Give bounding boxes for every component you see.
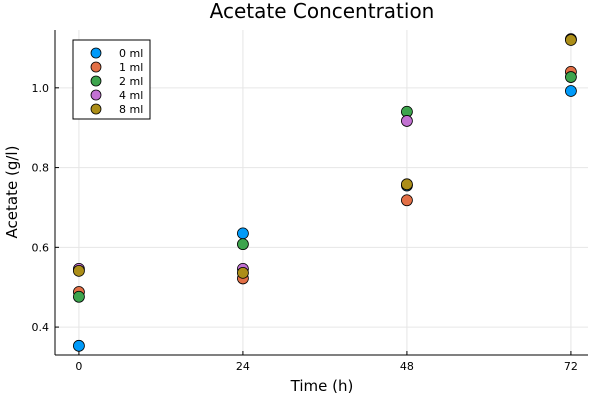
legend: 0 ml1 ml2 ml4 ml8 ml	[72, 39, 151, 120]
data-point	[73, 264, 85, 277]
y-tick-label: 0.6	[32, 241, 50, 254]
x-tick-label: 72	[564, 360, 578, 373]
data-point	[237, 238, 249, 251]
data-points	[73, 33, 577, 352]
legend-label: 4 ml	[119, 89, 143, 102]
legend-marker	[90, 75, 102, 87]
ticks: 0 24 48 72 0.4 0.6 0.8 1.0	[32, 82, 578, 373]
x-tick-label: 0	[75, 360, 82, 373]
y-tick-label: 0.8	[32, 162, 50, 175]
data-point	[401, 194, 413, 207]
x-tick-label: 48	[400, 360, 414, 373]
data-point	[73, 290, 85, 303]
legend-label: 0 ml	[119, 47, 143, 60]
chart-title: Acetate Concentration	[210, 0, 435, 23]
data-point	[565, 85, 577, 97]
legend-marker	[90, 61, 102, 73]
legend-marker	[90, 103, 102, 115]
data-point	[401, 115, 413, 127]
y-axis-label: Acetate (g/l)	[3, 146, 21, 239]
legend-label: 2 ml	[119, 75, 143, 88]
legend-marker	[90, 47, 102, 59]
axes	[54, 30, 588, 356]
x-tick-label: 24	[236, 360, 250, 373]
legend-label: 1 ml	[119, 61, 143, 74]
legend-marker	[90, 89, 102, 101]
data-point	[565, 71, 577, 83]
grid	[55, 30, 588, 355]
data-point	[237, 266, 249, 279]
x-axis-label: Time (h)	[290, 377, 354, 395]
data-point	[73, 339, 85, 352]
y-tick-label: 1.0	[32, 82, 50, 95]
legend-box	[72, 39, 151, 120]
data-point	[565, 34, 577, 46]
y-tick-label: 0.4	[32, 321, 50, 334]
legend-label: 8 ml	[119, 103, 143, 116]
data-point	[401, 178, 413, 191]
data-point	[237, 227, 249, 240]
